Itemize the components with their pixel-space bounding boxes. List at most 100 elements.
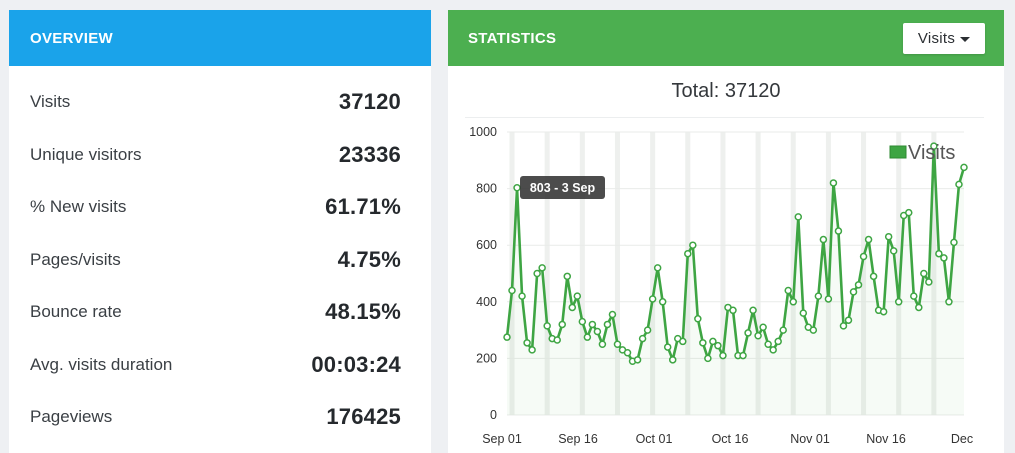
x-tick-label: Nov 16 (866, 432, 906, 446)
data-point (864, 235, 873, 244)
data-point (623, 348, 632, 357)
statistics-panel: STATISTICS Visits Total: 37120 0 200 400 60… (448, 10, 1004, 453)
data-point (950, 238, 958, 247)
data-point (658, 298, 667, 306)
visits-line-chart: 0 200 400 600 800 1000 Sep 01 Sep 16 Oct 01 Oct 1… (469, 125, 973, 446)
stat-value: 176425 (326, 404, 401, 430)
series-area (507, 146, 964, 415)
data-point (643, 326, 652, 334)
x-tick-label: Nov 01 (790, 432, 830, 446)
data-point (638, 334, 647, 343)
overview-header: OVERVIEW (9, 10, 431, 66)
data-point (844, 316, 853, 324)
data-point (794, 213, 803, 221)
weekend-band (579, 132, 585, 415)
statistics-title: STATISTICS (468, 29, 557, 47)
data-point (503, 333, 511, 341)
stat-value: 23336 (338, 141, 401, 167)
stat-value: 48.15% (325, 299, 401, 325)
data-point (809, 326, 818, 334)
data-point (774, 337, 782, 346)
data-point (749, 306, 757, 315)
stat-label: Unique visitors (30, 144, 142, 164)
y-tick-label: 400 (476, 295, 497, 309)
data-point (633, 356, 642, 364)
data-point (960, 163, 968, 172)
legend-label: Visits (908, 142, 955, 164)
data-point (829, 179, 838, 187)
data-point (684, 249, 692, 258)
data-point (528, 346, 536, 354)
stat-row-pages-visits: Pages/visits 4.75% (9, 234, 431, 287)
data-point (508, 286, 516, 295)
data-point (759, 323, 767, 332)
stat-label: Avg. visits duration (30, 354, 173, 374)
weekend-band (755, 132, 761, 415)
data-point (884, 232, 893, 241)
data-point (613, 340, 622, 348)
data-point (568, 303, 577, 312)
data-point (834, 227, 843, 235)
data-point (578, 317, 587, 326)
weekend-band (614, 132, 620, 415)
y-tick-label: 1000 (469, 125, 497, 139)
statistics-header: STATISTICS Visits (448, 10, 1004, 66)
data-point (598, 340, 607, 348)
tooltip-text: 803 - 3 Sep (530, 181, 596, 195)
data-point (925, 278, 933, 286)
data-point (754, 332, 762, 340)
stat-label: % New visits (30, 197, 127, 217)
dropdown-label: Visits (917, 30, 956, 47)
data-point (889, 247, 898, 255)
x-tick-label: Sep 16 (558, 432, 598, 446)
data-point (799, 309, 808, 317)
data-point (543, 322, 551, 330)
x-tick-label: Sep 01 (482, 432, 522, 446)
stat-row-pageviews: Pageviews 176425 (9, 391, 431, 444)
data-point (744, 329, 752, 337)
stat-label: Pages/visits (30, 249, 121, 269)
data-point (699, 339, 707, 347)
data-point (945, 298, 953, 306)
data-point (694, 315, 702, 323)
overview-stats-list: Visits 37120 Unique visitors 23336 % New… (9, 66, 431, 444)
stat-label: Visits (30, 92, 71, 112)
weekend-band (544, 132, 550, 415)
data-point (523, 339, 531, 347)
stat-row-unique-visitors: Unique visitors 23336 (9, 129, 431, 182)
data-point (563, 272, 572, 281)
data-point (839, 322, 848, 330)
data-point (679, 337, 687, 346)
overview-panel: OVERVIEW Visits 37120 Unique visitors 23… (9, 10, 431, 453)
stat-row-bounce-rate: Bounce rate 48.15% (9, 286, 431, 339)
weekend-band (896, 132, 902, 415)
y-tick-label: 600 (476, 238, 497, 252)
data-point (849, 288, 858, 296)
data-point (719, 351, 727, 360)
data-point (915, 303, 923, 312)
data-point (905, 208, 913, 217)
data-point (784, 286, 792, 295)
data-point (663, 343, 672, 351)
divider (465, 117, 984, 118)
data-point (935, 249, 943, 258)
overview-title: OVERVIEW (30, 29, 113, 47)
data-point (704, 354, 712, 363)
data-point (920, 269, 928, 278)
data-point (894, 298, 903, 306)
stat-value: 4.75% (337, 246, 401, 272)
data-point (538, 264, 546, 272)
weekend-band (790, 132, 796, 415)
y-tick-label: 800 (476, 182, 497, 196)
chart-total: Total: 37120 (671, 80, 781, 102)
data-point (910, 292, 918, 300)
x-tick-label: Oct 16 (712, 432, 749, 446)
data-point (859, 252, 868, 261)
data-point (608, 310, 617, 319)
metric-dropdown[interactable]: Visits (903, 23, 985, 54)
data-point (824, 295, 833, 303)
stat-value: 61.71% (325, 194, 401, 220)
data-point (789, 298, 798, 306)
data-point (940, 254, 948, 262)
data-point (533, 269, 541, 278)
